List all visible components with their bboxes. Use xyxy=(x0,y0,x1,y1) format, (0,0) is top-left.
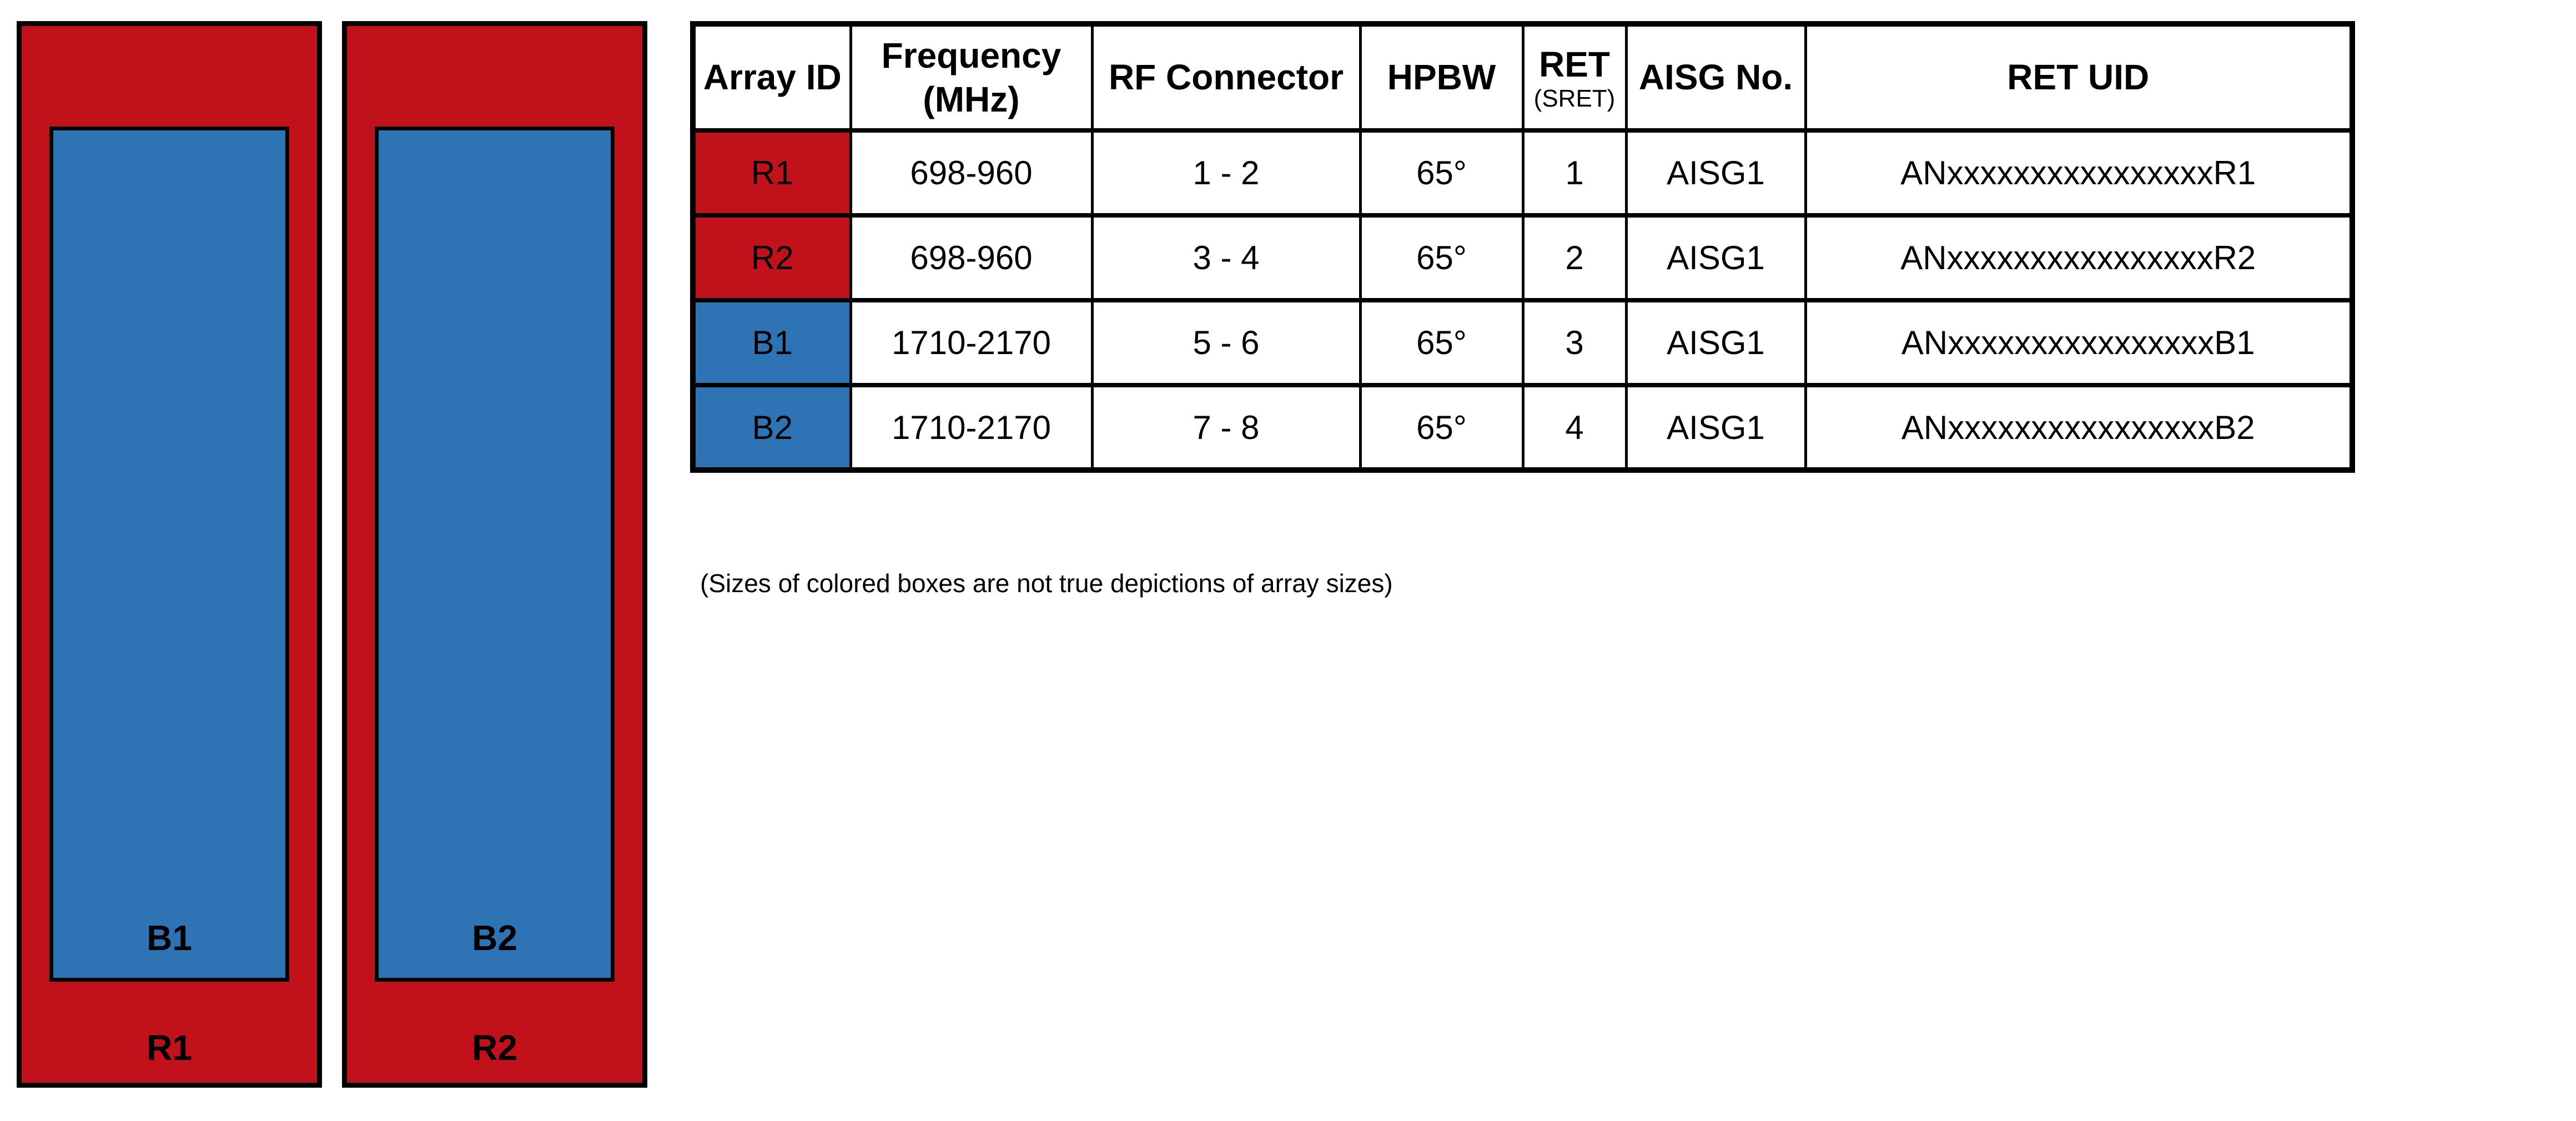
cell-array-id: B2 xyxy=(691,383,852,472)
cell-hpbw: 65° xyxy=(1359,128,1525,218)
cell-aisg-no: AISG1 xyxy=(1624,128,1807,218)
array-r2-box: B2 R2 xyxy=(342,21,647,1088)
table-row: R2 698-960 3 - 4 65° 2 AISG1 ANxxxxxxxxx… xyxy=(691,213,2354,302)
cell-aisg-no: AISG1 xyxy=(1624,298,1807,387)
size-disclaimer-note: (Sizes of colored boxes are not true dep… xyxy=(700,569,1393,598)
table-row: B2 1710-2170 7 - 8 65° 4 AISG1 ANxxxxxxx… xyxy=(691,383,2354,472)
cell-hpbw: 65° xyxy=(1359,383,1525,472)
cell-rf-connector: 7 - 8 xyxy=(1090,383,1362,472)
col-header-rf-connector-label: RF Connector xyxy=(1108,57,1344,98)
col-header-frequency-label: Frequency xyxy=(881,36,1061,76)
col-header-rf-connector: RF Connector xyxy=(1090,22,1362,133)
spec-table-header: Array ID Frequency (MHz) RF Connector HP… xyxy=(691,22,2354,133)
col-header-frequency-unit: (MHz) xyxy=(923,79,1020,119)
col-header-hpbw-label: HPBW xyxy=(1387,57,1496,98)
cell-ret-uid: ANxxxxxxxxxxxxxxxxR2 xyxy=(1804,213,2354,302)
cell-hpbw: 65° xyxy=(1359,298,1525,387)
array-r2-label: R2 xyxy=(472,1028,517,1068)
cell-ret: 2 xyxy=(1521,213,1628,302)
cell-ret-uid: ANxxxxxxxxxxxxxxxxB2 xyxy=(1804,383,2354,472)
cell-aisg-no: AISG1 xyxy=(1624,213,1807,302)
cell-aisg-no: AISG1 xyxy=(1624,383,1807,472)
spec-table-body: R1 698-960 1 - 2 65° 1 AISG1 ANxxxxxxxxx… xyxy=(691,128,2354,472)
col-header-aisg-no-label: AISG No. xyxy=(1638,57,1793,98)
cell-frequency: 698-960 xyxy=(849,213,1094,302)
cell-array-id: B1 xyxy=(691,298,852,387)
cell-hpbw: 65° xyxy=(1359,213,1525,302)
col-header-hpbw: HPBW xyxy=(1359,22,1525,133)
col-header-ret: RET (SRET) xyxy=(1521,22,1628,133)
col-header-ret-uid-label: RET UID xyxy=(2007,57,2150,98)
cell-array-id: R1 xyxy=(691,128,852,218)
cell-ret: 3 xyxy=(1521,298,1628,387)
array-b1-box: B1 xyxy=(49,127,289,982)
cell-rf-connector: 3 - 4 xyxy=(1090,213,1362,302)
cell-frequency: 1710-2170 xyxy=(849,383,1094,472)
col-header-frequency: Frequency (MHz) xyxy=(849,22,1094,133)
spec-table: Array ID Frequency (MHz) RF Connector HP… xyxy=(690,21,2355,473)
array-b2-label: B2 xyxy=(472,918,517,958)
array-r1-label: R1 xyxy=(147,1028,192,1068)
cell-ret: 4 xyxy=(1521,383,1628,472)
cell-frequency: 698-960 xyxy=(849,128,1094,218)
cell-ret-uid: ANxxxxxxxxxxxxxxxxB1 xyxy=(1804,298,2354,387)
col-header-ret-label: RET xyxy=(1539,44,1610,85)
col-header-ret-sublabel: (SRET) xyxy=(1533,85,1616,113)
cell-ret: 1 xyxy=(1521,128,1628,218)
cell-rf-connector: 5 - 6 xyxy=(1090,298,1362,387)
header-row: Array ID Frequency (MHz) RF Connector HP… xyxy=(691,22,2354,133)
col-header-array-id: Array ID xyxy=(691,22,852,133)
cell-frequency: 1710-2170 xyxy=(849,298,1094,387)
table-row: R1 698-960 1 - 2 65° 1 AISG1 ANxxxxxxxxx… xyxy=(691,128,2354,218)
cell-array-id: R2 xyxy=(691,213,852,302)
col-header-ret-uid: RET UID xyxy=(1804,22,2354,133)
table-row: B1 1710-2170 5 - 6 65° 3 AISG1 ANxxxxxxx… xyxy=(691,298,2354,387)
array-r1-box: B1 R1 xyxy=(17,21,322,1088)
col-header-array-id-label: Array ID xyxy=(703,57,842,98)
array-b1-label: B1 xyxy=(147,918,192,958)
cell-rf-connector: 1 - 2 xyxy=(1090,128,1362,218)
array-b2-box: B2 xyxy=(375,127,615,982)
cell-ret-uid: ANxxxxxxxxxxxxxxxxR1 xyxy=(1804,128,2354,218)
col-header-aisg-no: AISG No. xyxy=(1624,22,1807,133)
